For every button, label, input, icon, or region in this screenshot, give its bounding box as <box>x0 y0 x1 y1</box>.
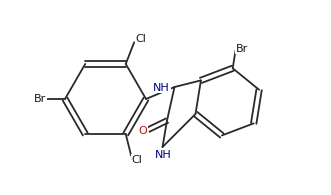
Text: NH: NH <box>153 83 170 93</box>
Text: O: O <box>139 126 147 136</box>
Text: Br: Br <box>235 44 248 54</box>
Text: Cl: Cl <box>135 34 146 44</box>
Text: Cl: Cl <box>132 155 143 165</box>
Text: NH: NH <box>155 150 171 160</box>
Text: Br: Br <box>34 94 46 104</box>
